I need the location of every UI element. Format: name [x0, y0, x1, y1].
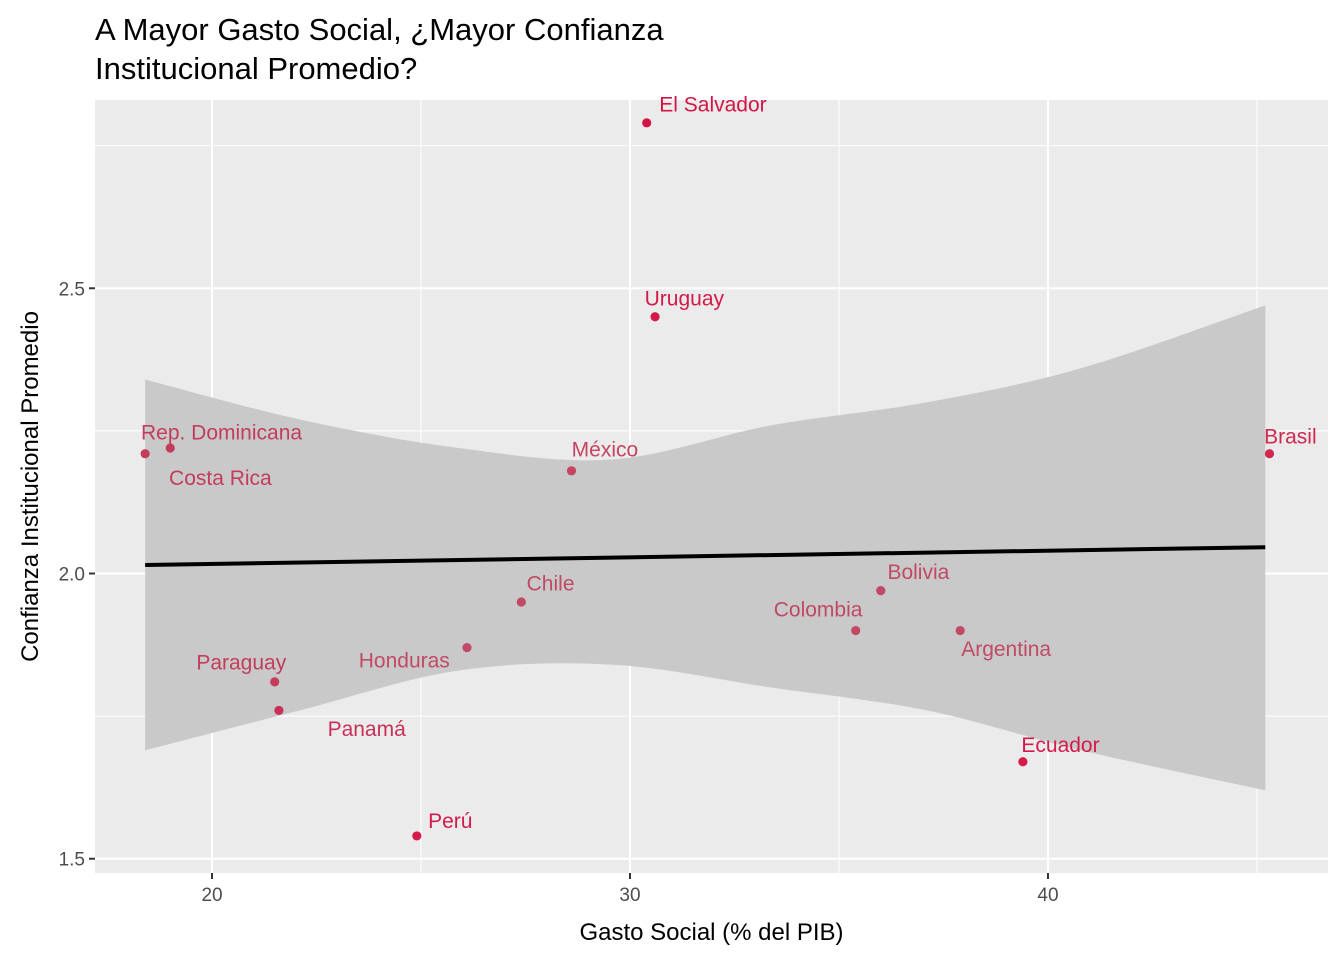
trend-line — [145, 545, 1266, 567]
data-point — [274, 705, 284, 716]
confidence-ribbon — [145, 305, 1266, 791]
point-label: Honduras — [359, 650, 450, 673]
data-point — [140, 449, 150, 459]
data-point — [412, 831, 422, 841]
data-point — [642, 118, 652, 128]
point-label: El Salvador — [659, 93, 766, 116]
data-point — [650, 312, 660, 322]
point-label: Chile — [527, 573, 575, 596]
x-axis: 20 30 40 — [201, 873, 1059, 906]
data-point — [851, 625, 861, 636]
data-point — [566, 466, 577, 476]
point-label: Brasil — [1264, 425, 1317, 448]
data-point — [955, 625, 965, 636]
x-axis-title: Gasto Social (% del PIB) — [579, 919, 843, 946]
point-label: México — [572, 439, 639, 462]
y-tick-label: 2.5 — [59, 279, 85, 300]
data-point — [1264, 449, 1275, 459]
point-label: Paraguay — [196, 651, 286, 674]
data-point — [462, 643, 472, 653]
data-point — [516, 597, 526, 607]
data-points — [140, 118, 1275, 841]
point-label: Panamá — [328, 718, 407, 741]
y-axis: 1.5 2.0 2.5 — [59, 279, 95, 871]
point-label: Ecuador — [1021, 734, 1099, 757]
y-tick-label: 1.5 — [59, 850, 85, 871]
chart-title: A Mayor Gasto Social, ¿Mayor Confianza I… — [95, 12, 664, 86]
y-axis-title: Confianza Institucional Promedio — [17, 311, 44, 662]
point-label: Uruguay — [645, 287, 725, 310]
point-labels: El Salvador Uruguay Rep. Dominicana Costa R… — [141, 93, 1317, 833]
point-label: Argentina — [961, 638, 1051, 661]
data-point — [876, 586, 886, 596]
data-point — [270, 677, 280, 687]
point-label: Perú — [428, 810, 472, 833]
point-label: Bolivia — [887, 561, 949, 584]
data-point — [1018, 757, 1028, 767]
x-tick-label: 20 — [201, 885, 222, 906]
point-label: Costa Rica — [169, 467, 272, 490]
x-tick-label: 40 — [1037, 885, 1058, 906]
point-label: Rep. Dominicana — [141, 421, 302, 444]
y-tick-label: 2.0 — [59, 564, 85, 585]
data-point — [165, 443, 175, 453]
point-label: Colombia — [774, 598, 863, 621]
x-tick-label: 30 — [619, 885, 640, 906]
